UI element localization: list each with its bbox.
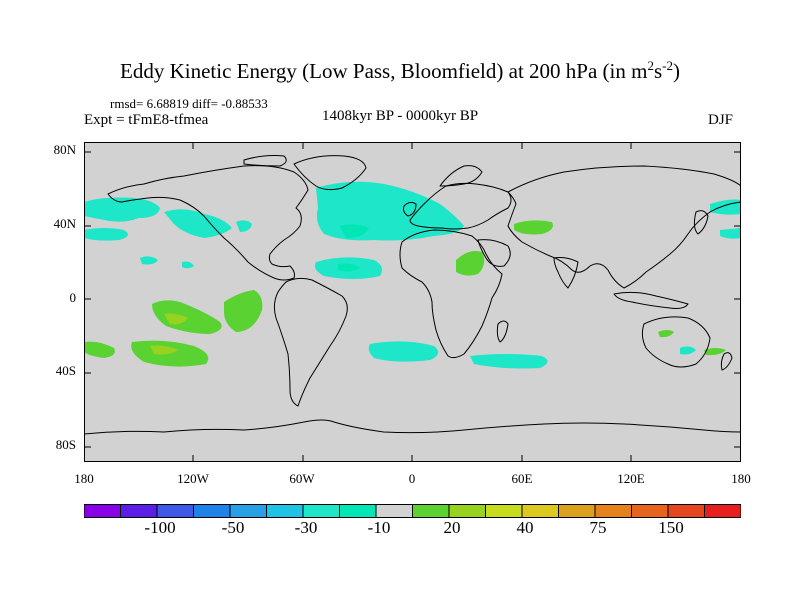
anomaly-region [152, 300, 222, 334]
coastline-antarctica [84, 419, 741, 435]
anomaly-region [514, 220, 553, 235]
coastline-indonesia [613, 291, 689, 309]
anomaly-region [150, 345, 178, 355]
lat-label-80n: 80N [53, 142, 76, 157]
lon-label-0: 0 [408, 471, 416, 486]
coastline-british-isles [403, 201, 417, 217]
anomaly-region [164, 209, 232, 238]
world-map [84, 142, 741, 462]
colorbar-label: -100 [144, 518, 176, 537]
colorbar-boxes [84, 504, 741, 518]
anomaly-region [236, 220, 252, 232]
lat-label-80s: 80S [55, 437, 76, 452]
anomaly-region [720, 228, 741, 239]
colorbar-box [667, 504, 705, 518]
anomaly-region [680, 346, 696, 355]
lat-label-40s: 40S [55, 363, 76, 378]
lon-label-60w: 60W [289, 471, 315, 486]
colorbar-box [558, 504, 596, 518]
anomaly-region [84, 341, 115, 358]
coastline-japan [693, 210, 709, 235]
coastline-greenland [293, 155, 367, 191]
colorbar-box [229, 504, 267, 518]
coastline-new-zealand [720, 352, 733, 371]
lon-label-180w: 180 [74, 471, 94, 486]
anomaly-fill [84, 181, 741, 369]
colorbar-label: 150 [658, 518, 684, 537]
anomaly-region [84, 197, 160, 222]
colorbar-label: -50 [221, 518, 245, 537]
colorbar-label: -30 [294, 518, 318, 537]
tick-marks [84, 142, 741, 462]
anomaly-region [456, 251, 485, 276]
colorbar-label: 40 [516, 518, 534, 537]
coastline-australia [641, 316, 711, 368]
anomaly-region [470, 354, 548, 369]
colorbar-box [594, 504, 632, 518]
anomaly-region [182, 261, 194, 269]
coastline-europe [409, 182, 512, 230]
anomaly-region [164, 313, 188, 325]
lon-label-180e: 180 [731, 471, 751, 486]
colorbar [84, 504, 741, 518]
coastline-asia [507, 165, 741, 289]
colorbar-box [156, 504, 194, 518]
map-background [84, 142, 741, 462]
coastline-india [553, 257, 579, 289]
anomaly-region [704, 348, 726, 356]
lon-label-60e: 60E [511, 471, 533, 486]
colorbar-label: 75 [589, 518, 607, 537]
colorbar-box [375, 504, 413, 518]
stats-label: rmsd= 6.68819 diff= -0.88533 [110, 96, 268, 111]
coastline-arabia [477, 239, 511, 267]
colorbar-box [412, 504, 450, 518]
colorbar-box [485, 504, 523, 518]
anomaly-region [224, 290, 263, 332]
anomaly-region [338, 263, 360, 272]
lat-label-0: 0 [69, 290, 77, 305]
anomaly-region [340, 224, 369, 238]
lat-label-40n: 40N [53, 216, 76, 231]
anomaly-region [84, 228, 128, 241]
plot-title: Eddy Kinetic Energy (Low Pass, Bloomfiel… [120, 58, 680, 83]
colorbar-box [631, 504, 669, 518]
anomaly-region [368, 341, 439, 362]
colorbar-box [339, 504, 377, 518]
coastline-south-america [273, 277, 348, 407]
coastline-arctic-islands [243, 155, 287, 167]
anomaly-region [140, 256, 158, 265]
colorbar-box [84, 504, 121, 518]
coastline-africa [399, 229, 503, 359]
colorbar-box [448, 504, 486, 518]
colorbar-box [266, 504, 304, 518]
coastline-madagascar [496, 320, 509, 343]
colorbar-box [521, 504, 559, 518]
coastlines [84, 155, 741, 435]
colorbar-box [704, 504, 741, 518]
anomaly-region [658, 330, 674, 338]
lon-label-120e: 120E [617, 471, 645, 486]
colorbar-label: 20 [443, 518, 461, 537]
colorbar-box [120, 504, 158, 518]
colorbar-label: -10 [367, 518, 391, 537]
colorbar-box [193, 504, 231, 518]
season-label: DJF [708, 112, 734, 128]
lon-label-120w: 120W [177, 471, 209, 486]
colorbar-box [302, 504, 340, 518]
coastline-scandinavia [439, 165, 483, 187]
experiment-label: Expt = tFmE8-tfmea [84, 112, 209, 128]
period-label: 1408kyr BP - 0000kyr BP [322, 108, 479, 124]
